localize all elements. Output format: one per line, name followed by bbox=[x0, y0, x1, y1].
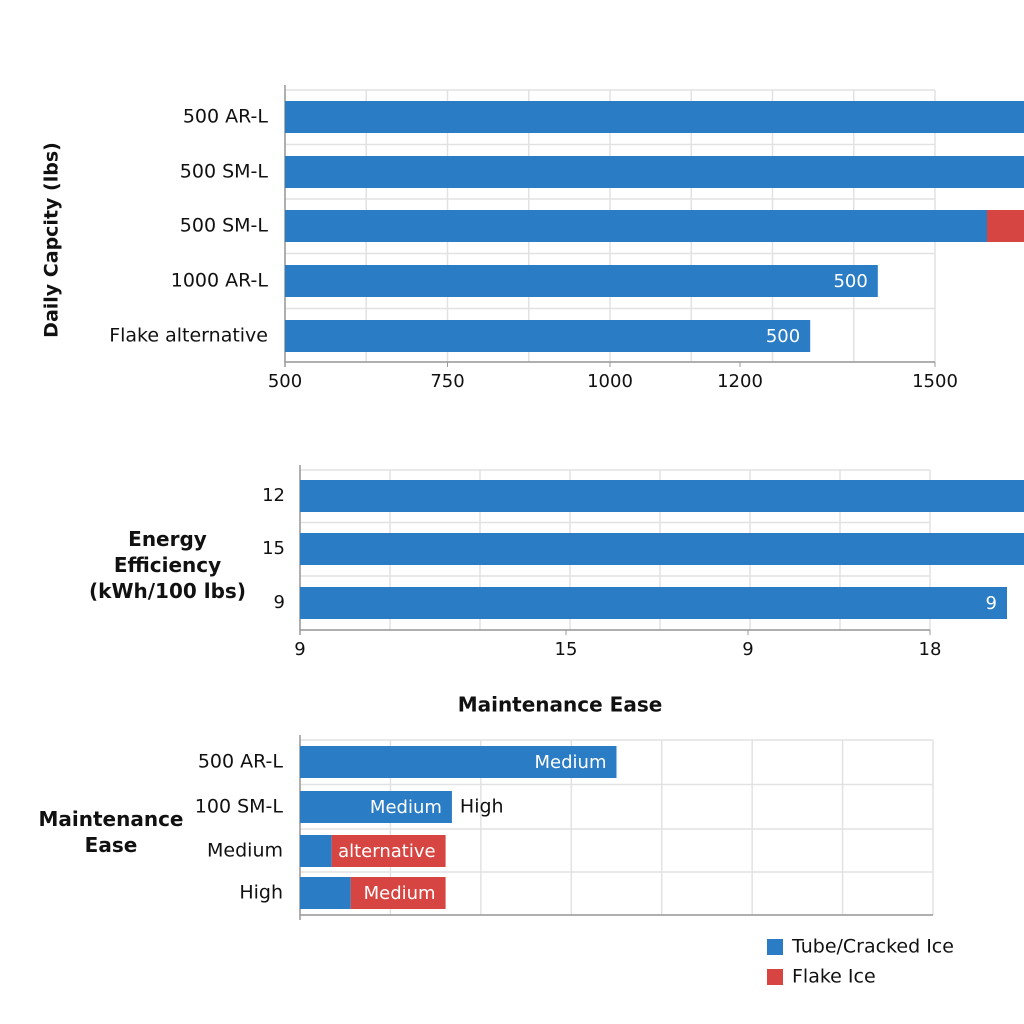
category-label: 500 AR-L bbox=[183, 106, 269, 128]
x-tick-label: 1500 bbox=[912, 371, 958, 392]
legend-label: Tube/Cracked Ice bbox=[791, 936, 954, 958]
bar-label: alternative bbox=[338, 841, 435, 862]
bar bbox=[285, 156, 1024, 188]
category-label: Medium bbox=[207, 840, 283, 862]
bar bbox=[300, 877, 351, 909]
bar-label: 9 bbox=[986, 593, 997, 614]
category-label: 500 AR-L bbox=[198, 751, 284, 773]
bar bbox=[300, 587, 1007, 619]
y-axis-label: Energy Efficiency (kWh/100 lbs) bbox=[89, 527, 246, 603]
bar bbox=[300, 533, 1024, 565]
bar bbox=[300, 480, 1024, 512]
bar bbox=[987, 210, 1024, 242]
bar bbox=[285, 265, 878, 297]
x-tick-label: 500 bbox=[268, 371, 302, 392]
legend-label: Flake Ice bbox=[792, 966, 876, 988]
bar bbox=[285, 101, 1024, 133]
category-label: High bbox=[239, 882, 283, 904]
category-label: 500 SM-L bbox=[180, 161, 269, 183]
bar-label: Medium bbox=[535, 752, 607, 773]
category-label: Flake alternative bbox=[109, 325, 268, 347]
bar-label: 500 bbox=[766, 326, 800, 347]
x-tick-label: 15 bbox=[555, 639, 578, 660]
bar bbox=[300, 746, 617, 778]
bar-label: Medium bbox=[364, 883, 436, 904]
bar bbox=[285, 320, 811, 352]
legend-swatch bbox=[767, 969, 783, 985]
x-tick-label: 9 bbox=[742, 639, 753, 660]
chart-title: Maintenance Ease bbox=[458, 693, 663, 717]
x-tick-label: 18 bbox=[919, 639, 942, 660]
y-axis-label: Maintenance Ease bbox=[38, 807, 184, 857]
outside-label: High bbox=[460, 796, 504, 818]
bar bbox=[300, 835, 332, 867]
bar-label: Medium bbox=[370, 797, 442, 818]
x-tick-label: 1200 bbox=[717, 371, 763, 392]
x-tick-label: 1000 bbox=[587, 371, 633, 392]
category-label: 1000 AR-L bbox=[171, 270, 269, 292]
bar-label: 500 bbox=[833, 271, 867, 292]
category-label: 500 SM-L bbox=[180, 215, 269, 237]
x-tick-label: 750 bbox=[430, 371, 464, 392]
category-label: 12 bbox=[262, 485, 285, 506]
x-tick-label: 9 bbox=[294, 639, 305, 660]
bar bbox=[331, 835, 446, 867]
bar bbox=[285, 210, 987, 242]
y-axis-label: Daily Capcity (lbs) bbox=[41, 142, 63, 338]
bar bbox=[350, 877, 446, 909]
category-label: 9 bbox=[274, 592, 285, 613]
bar bbox=[300, 791, 452, 823]
category-label: 100 SM-L bbox=[195, 796, 284, 818]
legend-swatch bbox=[767, 939, 783, 955]
category-label: 15 bbox=[262, 538, 285, 559]
